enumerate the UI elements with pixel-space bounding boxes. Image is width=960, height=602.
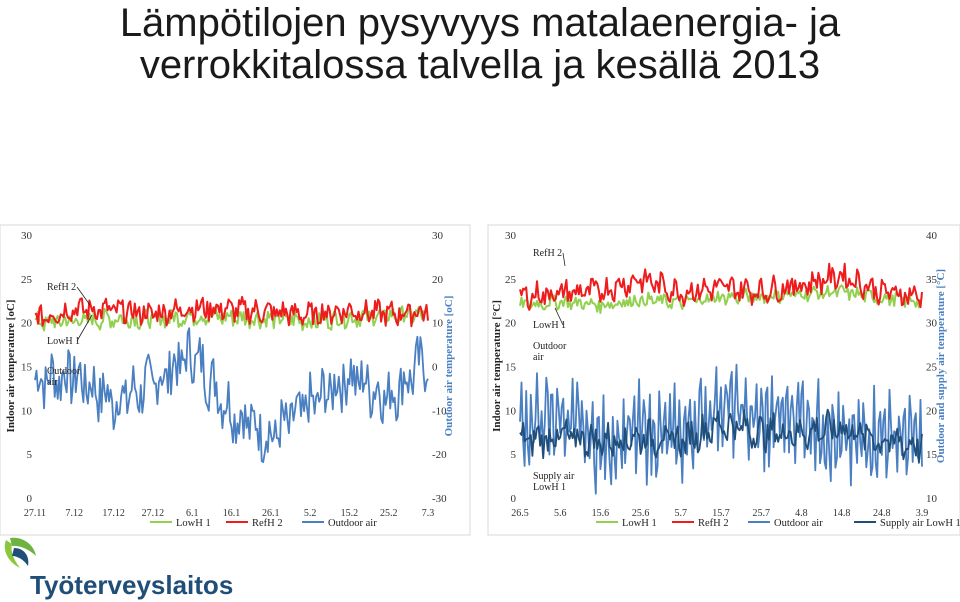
winter-chart-frame xyxy=(0,224,471,536)
legend-item: Supply air LowH 1 xyxy=(880,518,960,529)
right-axis-tick-label: -10 xyxy=(432,405,447,417)
left-axis-title: Indoor air temperature [oC] xyxy=(5,300,17,433)
logo-wordmark: Työterveyslaitos xyxy=(30,570,234,600)
right-axis-tick-label: 25 xyxy=(926,362,938,374)
annotation-label: LowH 1 xyxy=(533,482,566,493)
legend-item: Outdoor air xyxy=(774,518,823,529)
annotation-label: RefH 2 xyxy=(47,282,76,293)
x-axis-tick-label: 27.12 xyxy=(142,508,165,519)
annotation-label: air xyxy=(47,377,58,388)
right-axis-tick-label: 15 xyxy=(926,449,938,461)
right-axis-tick-label: 40 xyxy=(926,230,938,242)
x-axis-tick-label: 3.9 xyxy=(916,508,929,519)
left-axis-tick-label: 25 xyxy=(21,274,33,286)
annotation-label: air xyxy=(533,352,544,363)
legend-item: LowH 1 xyxy=(622,518,657,529)
x-axis-tick-label: 15.7 xyxy=(712,508,730,519)
right-axis-tick-label: 0 xyxy=(432,362,438,374)
right-axis-title: Outdoor and supply air temperature [°C] xyxy=(935,269,947,463)
left-axis-tick-label: 25 xyxy=(505,274,517,286)
series-line-supply-air-lowh-1 xyxy=(519,408,923,464)
left-axis-tick-label: 30 xyxy=(505,230,517,242)
x-axis-tick-label: 25.2 xyxy=(380,508,398,519)
right-axis-tick-label: -30 xyxy=(432,493,447,505)
series-line-lowh-1 xyxy=(34,305,428,332)
annotation-label: Supply air xyxy=(533,471,575,482)
x-axis-tick-label: 24.8 xyxy=(873,508,891,519)
annotation-label: Outdoor xyxy=(533,341,567,352)
left-axis-tick-label: 10 xyxy=(505,405,517,417)
annotation-arrow xyxy=(76,286,91,306)
page-title-line-1: Lämpötilojen pysyvyys matalaenergia- ja xyxy=(119,1,841,45)
left-axis-tick-label: 5 xyxy=(511,449,517,461)
right-axis-tick-label: 20 xyxy=(432,274,444,286)
x-axis-tick-label: 15.2 xyxy=(341,508,359,519)
annotation-arrow xyxy=(76,314,93,342)
annotation-label: Outdoor xyxy=(47,366,81,377)
left-axis-tick-label: 0 xyxy=(511,493,517,505)
x-axis-tick-label: 5.2 xyxy=(304,508,317,519)
left-axis-tick-label: 5 xyxy=(27,449,33,461)
x-axis-tick-label: 27.11 xyxy=(24,508,46,519)
left-axis-tick-label: 20 xyxy=(21,318,33,330)
annotation-label: LowH 1 xyxy=(47,336,80,347)
x-axis-tick-label: 25.6 xyxy=(632,508,650,519)
left-axis-tick-label: 0 xyxy=(27,493,33,505)
right-axis-tick-label: -20 xyxy=(432,449,447,461)
series-line-refh-2 xyxy=(34,295,429,328)
x-axis-tick-label: 26.5 xyxy=(511,508,529,519)
x-axis-tick-label: 7.12 xyxy=(66,508,84,519)
left-axis-tick-label: 20 xyxy=(505,318,517,330)
x-axis-tick-label: 6.1 xyxy=(186,508,199,519)
right-axis-tick-label: 10 xyxy=(432,318,444,330)
series-line-refh-2 xyxy=(519,262,923,311)
x-axis-tick-label: 7.3 xyxy=(422,508,435,519)
x-axis-tick-label: 5.7 xyxy=(675,508,688,519)
x-axis-tick-label: 14.8 xyxy=(833,508,851,519)
series-line-outdoor-air xyxy=(34,327,429,463)
x-axis-tick-label: 5.6 xyxy=(554,508,567,519)
annotation-arrow xyxy=(554,307,564,326)
right-axis-tick-label: 30 xyxy=(926,318,938,330)
series-line-lowh-1 xyxy=(519,284,923,314)
series-line-outdoor-air xyxy=(519,363,923,495)
summer-chart-frame xyxy=(487,224,960,536)
legend-item: RefH 2 xyxy=(252,518,283,529)
annotation-label: RefH 2 xyxy=(533,248,562,259)
x-axis-tick-label: 4.8 xyxy=(795,508,808,519)
x-axis-tick-label: 26.1 xyxy=(262,508,280,519)
winter-chart: 0 5 10 15 20 25 30 -30 -20 -10 0 10 20 30 27.11 7.12 17.… xyxy=(5,230,455,529)
page-title-line-2: verrokkitalossa talvella ja kesällä 2013 xyxy=(139,43,821,87)
right-axis-title: Outdoor air temperature [oC] xyxy=(443,296,455,437)
annotation-label: LowH 1 xyxy=(533,320,566,331)
right-axis-tick-label: 30 xyxy=(432,230,444,242)
left-axis-tick-label: 10 xyxy=(21,405,33,417)
left-axis-tick-label: 30 xyxy=(21,230,33,242)
right-axis-tick-label: 10 xyxy=(926,493,938,505)
left-axis-title: Indoor air temperature [°C] xyxy=(491,300,503,432)
left-axis-tick-label: 15 xyxy=(21,362,33,374)
legend-item: Outdoor air xyxy=(328,518,377,529)
x-axis-tick-label: 17.12 xyxy=(102,508,125,519)
summer-chart: 0 5 10 15 20 25 30 10 15 20 25 30 35 40 26.5 5.6 15.6 25.… xyxy=(491,230,960,529)
x-axis-tick-label: 16.1 xyxy=(223,508,241,519)
right-axis-tick-label: 20 xyxy=(926,405,938,417)
right-axis-tick-label: 35 xyxy=(926,274,938,286)
legend-item: RefH 2 xyxy=(698,518,729,529)
x-axis-tick-label: 25.7 xyxy=(752,508,770,519)
legend-item: LowH 1 xyxy=(176,518,211,529)
logo-mark xyxy=(4,537,36,568)
x-axis-tick-label: 15.6 xyxy=(592,508,610,519)
annotation-arrow xyxy=(562,252,566,267)
left-axis-tick-label: 15 xyxy=(505,362,517,374)
